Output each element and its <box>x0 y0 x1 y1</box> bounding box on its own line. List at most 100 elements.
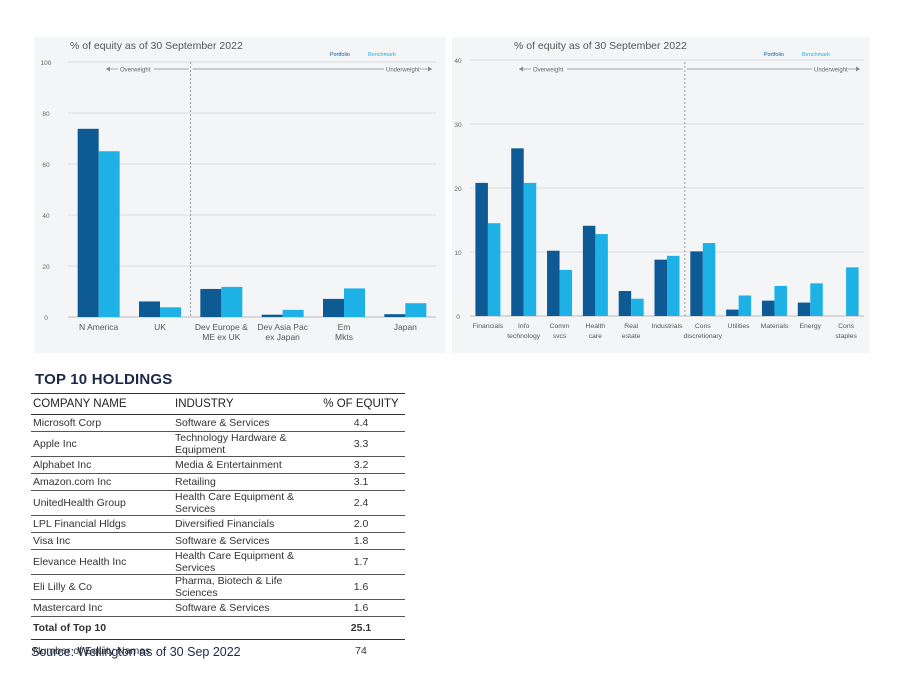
header-equity: % OF EQUITY <box>317 393 405 415</box>
equity-cell: 1.6 <box>317 599 405 617</box>
x-tick-label: staples <box>835 333 857 340</box>
x-tick-label: Dev Europe & <box>195 322 248 332</box>
x-tick-label: ME ex UK <box>202 332 241 342</box>
underweight-label: Underweight <box>386 68 420 74</box>
bar-benchmark <box>405 303 427 317</box>
y-tick-label: 100 <box>41 60 52 67</box>
x-tick-label: ex Japan <box>265 332 300 342</box>
company-cell: UnitedHealth Group <box>31 490 173 516</box>
industry-cell: Health Care Equipment & Services <box>173 490 317 516</box>
bar-benchmark <box>595 234 608 316</box>
x-tick-label: Real <box>624 323 638 330</box>
table-row: Mastercard Inc Software & Services 1.6 <box>31 599 405 617</box>
y-tick-label: 30 <box>454 122 462 129</box>
company-cell: Apple Inc <box>31 431 173 457</box>
underweight-label: Underweight <box>814 68 848 74</box>
table-row: Elevance Health Inc Health Care Equipment… <box>31 549 405 575</box>
y-tick-label: 40 <box>42 213 50 220</box>
legend-benchmark: Benchmark <box>802 52 830 58</box>
bar-portfolio <box>323 298 344 317</box>
bar-benchmark <box>344 288 365 317</box>
equity-cell: 4.4 <box>317 414 405 432</box>
x-tick-label: Mkts <box>335 332 353 342</box>
table-row: Amazon.com Inc Retailing 3.1 <box>31 473 405 491</box>
bar-portfolio <box>200 288 222 317</box>
x-tick-label: Japan <box>394 322 417 332</box>
bar-benchmark <box>487 223 501 316</box>
header-industry: INDUSTRY <box>173 393 317 415</box>
overweight-arrow-head <box>519 66 523 72</box>
legend-portfolio: Portfolio <box>764 52 784 58</box>
bar-portfolio <box>511 148 524 316</box>
source-note: Source: Wellington as of 30 Sep 2022 <box>31 645 241 659</box>
industry-cell: Technology Hardware & Equipment <box>173 431 317 457</box>
equity-names-label: Number of Equity Names <box>33 645 151 657</box>
underweight-arrow-head <box>428 66 432 72</box>
equity-cell: 1.6 <box>317 574 405 600</box>
bar-benchmark <box>221 286 243 317</box>
y-tick-label: 20 <box>42 264 50 271</box>
company-cell: Alphabet Inc <box>31 456 173 474</box>
equity-names-value: 74 <box>355 645 367 657</box>
bar-benchmark <box>98 151 120 317</box>
x-tick-label: UK <box>154 322 166 332</box>
bar-portfolio <box>797 302 811 316</box>
table-row: Visa Inc Software & Services 1.8 <box>31 532 405 550</box>
bar-benchmark <box>846 267 859 316</box>
header-company: COMPANY NAME <box>31 393 173 415</box>
industry-cell: Software & Services <box>173 414 317 432</box>
x-tick-label: Info <box>518 323 530 330</box>
holdings-table: COMPANY NAME INDUSTRY % OF EQUITY Micros… <box>31 393 405 662</box>
equity-cell: 1.7 <box>317 549 405 575</box>
overweight-label: Overweight <box>533 68 564 74</box>
bar-benchmark <box>631 298 644 316</box>
equity-cell: 2.4 <box>317 490 405 516</box>
equity-names-row: Number of Equity Names 74 <box>31 640 405 663</box>
y-tick-label: 0 <box>44 315 48 322</box>
bar-portfolio <box>384 314 406 317</box>
overweight-arrow-head <box>106 66 110 72</box>
chart-title: % of equity as of 30 September 2022 <box>514 40 687 52</box>
table-row: UnitedHealth Group Health Care Equipment … <box>31 490 405 516</box>
x-tick-label: discretionary <box>684 333 723 340</box>
sector-chart-svg: % of equity as of 30 September 2022 0 10 20… <box>454 40 864 340</box>
bar-benchmark <box>810 283 823 316</box>
company-cell: Visa Inc <box>31 532 173 550</box>
x-tick-label: estate <box>622 333 641 340</box>
x-tick-label: technology <box>507 333 540 340</box>
table-row: LPL Financial Hldgs Diversified Financial… <box>31 515 405 533</box>
total-empty <box>173 616 317 640</box>
company-cell: Eli Lilly & Co <box>31 574 173 600</box>
x-tick-label: svcs <box>553 333 567 340</box>
x-tick-label: Financials <box>473 323 504 330</box>
bar-benchmark <box>667 255 680 316</box>
bar-benchmark <box>160 307 181 317</box>
x-tick-label: Comm <box>550 323 570 330</box>
y-tick-label: 20 <box>454 186 462 193</box>
equity-cell: 3.1 <box>317 473 405 491</box>
chart-title: % of equity as of 30 September 2022 <box>70 40 243 52</box>
bar-portfolio <box>618 291 632 316</box>
bar-portfolio <box>690 251 703 316</box>
x-tick-label: Cons <box>695 323 711 330</box>
industry-cell: Retailing <box>173 473 317 491</box>
equity-cell: 1.8 <box>317 532 405 550</box>
total-label: Total of Top 10 <box>31 616 173 640</box>
table-row: Microsoft Corp Software & Services 4.4 <box>31 414 405 432</box>
bar-benchmark <box>738 295 752 316</box>
sector-chart: % of equity as of 30 September 2022 0 10 20… <box>452 37 870 353</box>
industry-cell: Diversified Financials <box>173 515 317 533</box>
region-chart-svg: % of equity as of 30 September 2022 0 20 40… <box>41 40 436 342</box>
bar-benchmark <box>523 182 537 316</box>
total-value: 25.1 <box>317 616 405 640</box>
x-tick-label: Em <box>338 322 351 332</box>
equity-cell: 2.0 <box>317 515 405 533</box>
bar-portfolio <box>761 300 775 316</box>
x-tick-label: Energy <box>799 323 821 330</box>
company-cell: LPL Financial Hldgs <box>31 515 173 533</box>
company-cell: Microsoft Corp <box>31 414 173 432</box>
bar-benchmark <box>702 243 716 316</box>
bar-portfolio <box>547 250 560 316</box>
total-row: Total of Top 10 25.1 <box>31 616 405 640</box>
holdings-body: Microsoft Corp Software & Services 4.4 Appl… <box>31 414 405 663</box>
